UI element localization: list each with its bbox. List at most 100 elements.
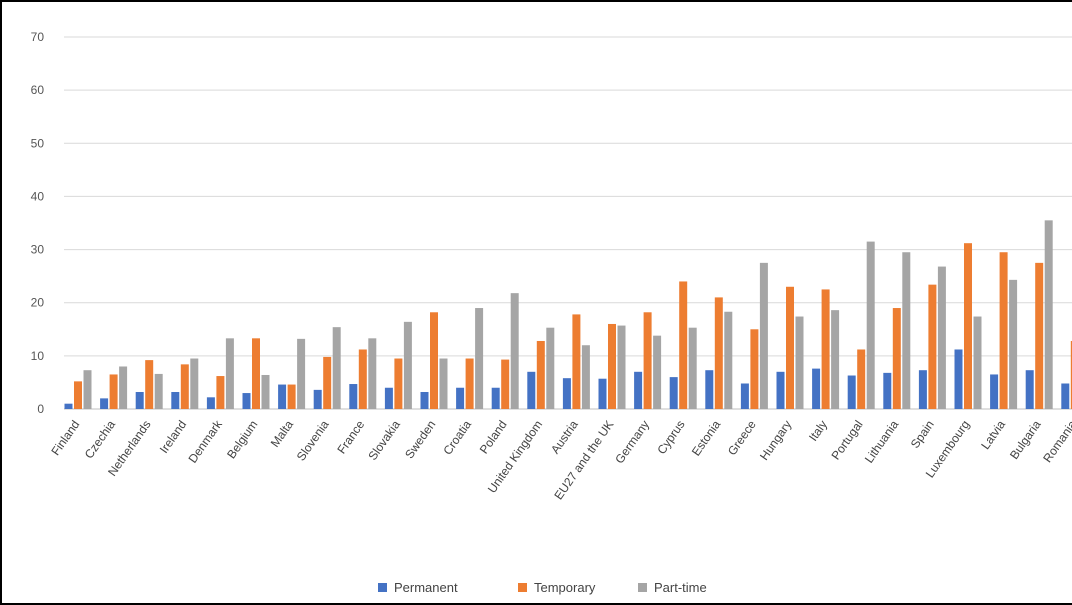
bar-permanent-20 [776, 371, 785, 409]
bar-permanent-2 [135, 391, 144, 409]
bar-temporary-5 [252, 338, 260, 409]
bar-part-time-14 [581, 345, 590, 409]
bar-temporary-0 [74, 381, 82, 409]
bar-part-time-3 [190, 358, 199, 409]
bar-temporary-23 [892, 308, 901, 409]
legend-label-part-time: Part-time [654, 580, 707, 595]
bar-permanent-21 [812, 368, 821, 409]
x-tick-label: Czechia [82, 417, 119, 461]
bar-permanent-5 [242, 393, 251, 409]
bar-temporary-16 [643, 312, 652, 409]
bar-permanent-7 [313, 389, 322, 409]
bar-permanent-22 [847, 375, 856, 409]
y-tick-label: 20 [31, 296, 45, 310]
bar-permanent-9 [384, 387, 393, 409]
x-tick-label: Poland [477, 418, 510, 457]
bar-permanent-0 [64, 403, 73, 409]
bar-part-time-20 [795, 316, 804, 409]
y-axis-ticks: 0 10 20 30 40 50 60 70 [31, 30, 45, 416]
legend-swatch-temporary [518, 583, 527, 592]
bar-temporary-4 [216, 376, 225, 409]
bar-part-time-16 [653, 335, 662, 409]
y-tick-label: 30 [31, 243, 45, 257]
bar-permanent-11 [456, 387, 465, 409]
bar-part-time-19 [759, 262, 768, 409]
bar-temporary-17 [679, 281, 688, 409]
bar-part-time-10 [439, 358, 448, 409]
x-tick-label: Austria [548, 417, 581, 456]
bar-temporary-18 [714, 297, 723, 409]
legend-label-temporary: Temporary [534, 580, 596, 595]
x-tick-label: Cyprus [654, 418, 687, 457]
bar-part-time-17 [688, 327, 697, 409]
x-tick-label: Germany [612, 418, 652, 466]
bar-temporary-15 [608, 323, 616, 409]
bar-temporary-13 [536, 340, 545, 409]
bar-permanent-15 [598, 378, 607, 409]
bar-temporary-14 [572, 314, 581, 409]
bar-part-time-18 [724, 311, 733, 409]
bar-permanent-28 [1061, 383, 1070, 409]
y-tick-label: 70 [31, 30, 45, 44]
bar-part-time-1 [119, 366, 128, 409]
bar-temporary-9 [394, 358, 403, 409]
x-tick-label: Belgium [224, 418, 260, 462]
y-tick-label: 10 [31, 349, 45, 363]
bar-temporary-7 [323, 356, 332, 409]
x-tick-label: Slovenia [294, 417, 332, 463]
bar-part-time-4 [225, 338, 234, 409]
legend-swatch-permanent [378, 583, 387, 592]
bar-part-time-6 [297, 338, 306, 409]
bar-part-time-13 [546, 327, 555, 409]
bar-part-time-12 [510, 293, 519, 409]
bar-temporary-19 [750, 329, 759, 409]
x-tick-label: Romania [1040, 417, 1072, 465]
bar-part-time-8 [368, 338, 377, 409]
bar-permanent-8 [349, 384, 358, 409]
bar-permanent-14 [562, 378, 571, 409]
bar-part-time-0 [83, 370, 92, 409]
bar-temporary-8 [358, 349, 367, 409]
x-tick-label: Lithuania [862, 417, 902, 465]
gridlines [64, 36, 1072, 410]
x-tick-label: France [334, 417, 367, 456]
bar-part-time-27 [1044, 220, 1053, 409]
x-tick-label: Denmark [185, 417, 225, 466]
bar-temporary-1 [109, 374, 118, 409]
bar-temporary-24 [928, 284, 937, 409]
legend: Permanent Temporary Part-time [378, 580, 707, 595]
legend-swatch-part-time [638, 583, 647, 592]
x-tick-label: Bulgaria [1007, 417, 1044, 461]
y-tick-label: 0 [37, 402, 44, 416]
bar-part-time-26 [1009, 279, 1018, 409]
y-tick-label: 40 [31, 189, 45, 203]
bar-part-time-11 [475, 308, 484, 409]
bars [64, 220, 1072, 409]
x-tick-label: Finland [48, 418, 82, 458]
bar-permanent-24 [918, 370, 927, 409]
y-tick-label: 60 [31, 83, 45, 97]
bar-permanent-19 [740, 383, 749, 409]
bar-part-time-7 [332, 327, 341, 409]
x-tick-label: Portugal [829, 418, 866, 463]
x-tick-label: Slovakia [365, 417, 403, 462]
bar-permanent-23 [883, 372, 892, 409]
x-tick-label: Latvia [978, 417, 1008, 452]
bar-permanent-1 [100, 398, 109, 409]
bar-permanent-17 [669, 377, 678, 409]
bar-permanent-3 [171, 391, 180, 409]
bar-temporary-26 [999, 252, 1008, 409]
bar-part-time-25 [973, 316, 982, 409]
bar-permanent-12 [491, 387, 500, 409]
bar-temporary-22 [857, 349, 866, 409]
bar-temporary-2 [145, 360, 154, 409]
bar-permanent-27 [1025, 370, 1034, 409]
bar-permanent-18 [705, 370, 714, 409]
bar-permanent-26 [990, 374, 999, 409]
x-tick-label: Ireland [157, 418, 190, 456]
bar-temporary-28 [1070, 340, 1072, 409]
bar-part-time-24 [937, 266, 946, 409]
bar-temporary-25 [964, 243, 972, 409]
